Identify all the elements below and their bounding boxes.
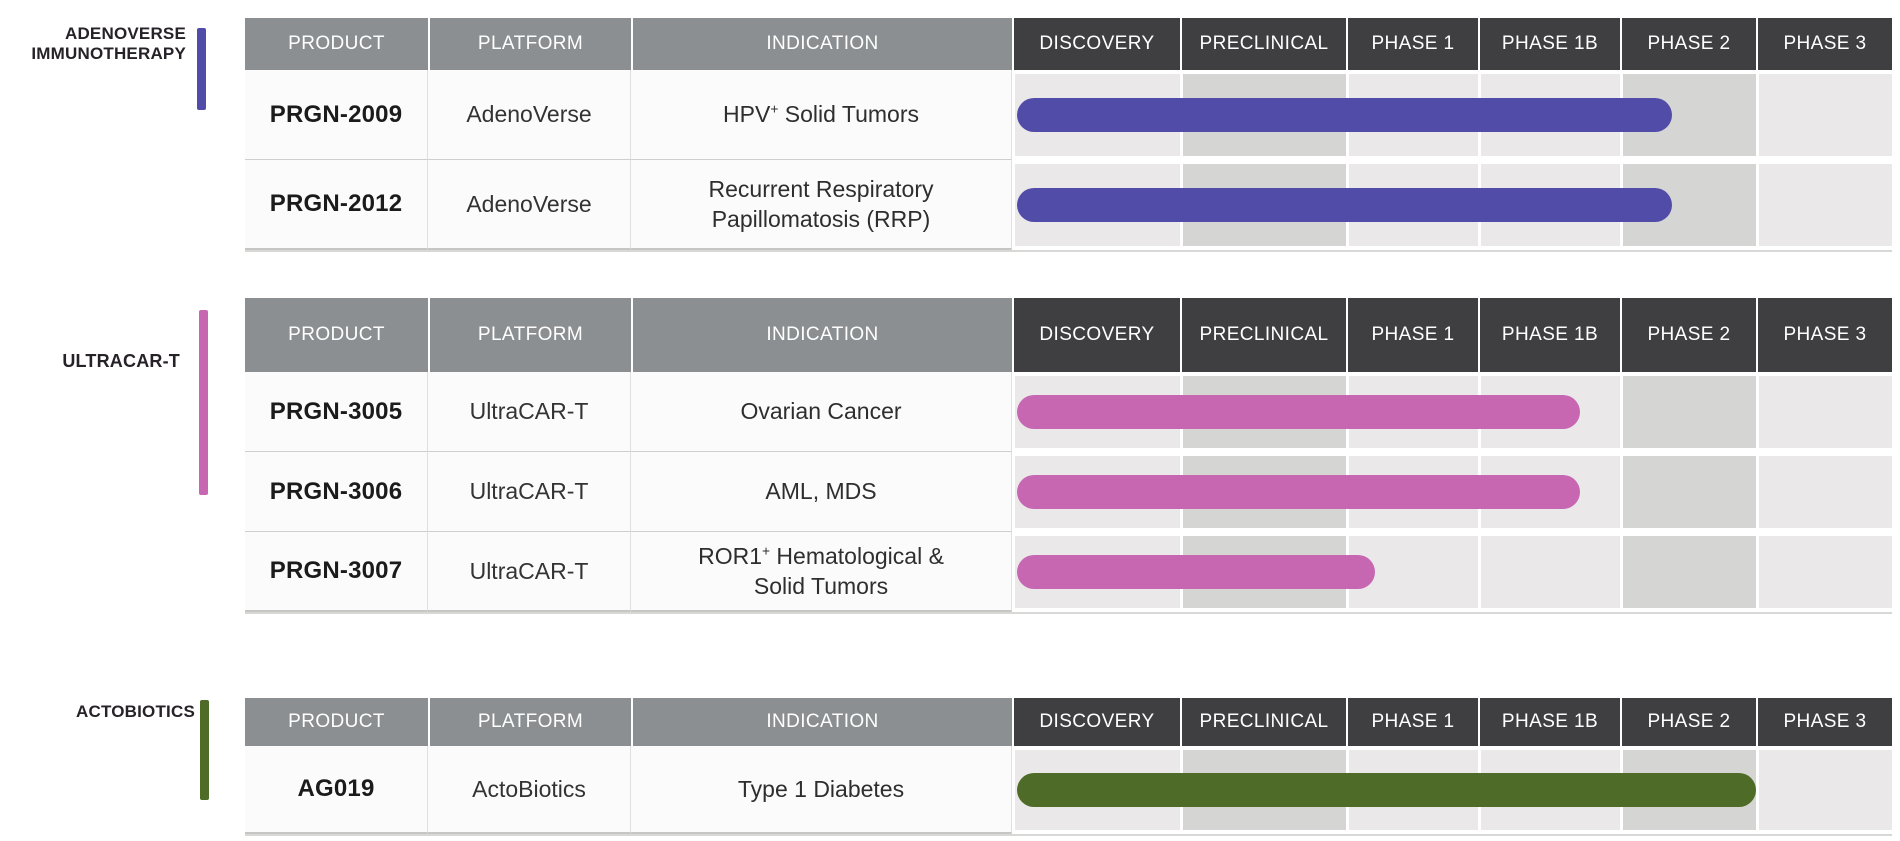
phase-cell-phase1b [1478, 532, 1620, 612]
phase-cell-phase3 [1756, 160, 1892, 250]
table-row-prgn-3005: PRGN-3005 UltraCAR-T Ovarian Cancer [245, 372, 1892, 452]
platform-cell: UltraCAR-T [428, 532, 631, 612]
column-header-discovery: DISCOVERY [1012, 18, 1180, 70]
column-header-phase3: PHASE 3 [1756, 18, 1892, 70]
column-header-platform: PLATFORM [428, 698, 631, 746]
column-header-product: PRODUCT [245, 298, 428, 372]
pipeline-table-adenoverse: PRODUCT PLATFORM INDICATION DISCOVERY PR… [245, 18, 1892, 250]
platform-cell: ActoBiotics [428, 746, 631, 834]
phase-cell-phase2 [1620, 372, 1756, 452]
platform-cell: UltraCAR-T [428, 372, 631, 452]
column-header-phase2: PHASE 2 [1620, 698, 1756, 746]
column-header-discovery: DISCOVERY [1012, 298, 1180, 372]
product-cell: AG019 [245, 746, 428, 834]
column-header-phase2: PHASE 2 [1620, 18, 1756, 70]
progress-bar [1017, 98, 1672, 132]
column-header-platform: PLATFORM [428, 18, 631, 70]
indication-cell: Ovarian Cancer [631, 372, 1012, 452]
pipeline-table-ultracar-t: PRODUCT PLATFORM INDICATION DISCOVERY PR… [245, 298, 1892, 612]
product-cell: PRGN-3005 [245, 372, 428, 452]
column-header-product: PRODUCT [245, 698, 428, 746]
column-header-phase1b: PHASE 1B [1478, 18, 1620, 70]
column-header-preclinical: PRECLINICAL [1180, 698, 1346, 746]
table-row-ag019: AG019 ActoBiotics Type 1 Diabetes [245, 746, 1892, 834]
phase-cell-phase3 [1756, 532, 1892, 612]
platform-cell: AdenoVerse [428, 70, 631, 160]
column-header-phase1: PHASE 1 [1346, 298, 1478, 372]
column-header-phase1b: PHASE 1B [1478, 698, 1620, 746]
phase-cell-phase2 [1620, 532, 1756, 612]
indication-cell: ROR1+ Hematological & Solid Tumors [631, 532, 1012, 612]
column-header-phase3: PHASE 3 [1756, 298, 1892, 372]
progress-bar [1017, 773, 1756, 807]
section-label-actobiotics: ACTOBIOTICS [75, 702, 195, 721]
product-cell: PRGN-2009 [245, 70, 428, 160]
pipeline-table-actobiotics: PRODUCT PLATFORM INDICATION DISCOVERY PR… [245, 698, 1892, 834]
column-header-product: PRODUCT [245, 18, 428, 70]
indication-cell: HPV+ Solid Tumors [631, 70, 1012, 160]
progress-bar [1017, 475, 1581, 509]
phase-cell-phase3 [1756, 452, 1892, 532]
table-row-prgn-3007: PRGN-3007 UltraCAR-T ROR1+ Hematological… [245, 532, 1892, 612]
section-marker-ultracar-t [199, 310, 208, 495]
section-label-adenoverse-immunotherapy: ADENOVERSE IMMUNOTHERAPY [18, 24, 186, 64]
table-header-row: PRODUCT PLATFORM INDICATION DISCOVERY PR… [245, 298, 1892, 372]
phase-cell-phase3 [1756, 70, 1892, 160]
phase-cell-phase1 [1346, 532, 1478, 612]
product-cell: PRGN-3006 [245, 452, 428, 532]
phase-cell-phase3 [1756, 746, 1892, 834]
column-header-phase3: PHASE 3 [1756, 698, 1892, 746]
column-header-indication: INDICATION [631, 698, 1012, 746]
product-cell: PRGN-2012 [245, 160, 428, 250]
progress-bar [1017, 395, 1581, 429]
column-header-phase1b: PHASE 1B [1478, 298, 1620, 372]
table-header-row: PRODUCT PLATFORM INDICATION DISCOVERY PR… [245, 698, 1892, 746]
column-header-phase1: PHASE 1 [1346, 18, 1478, 70]
section-marker-adenoverse [197, 28, 206, 110]
indication-cell: Type 1 Diabetes [631, 746, 1012, 834]
column-header-phase1: PHASE 1 [1346, 698, 1478, 746]
platform-cell: AdenoVerse [428, 160, 631, 250]
section-marker-actobiotics [200, 700, 209, 800]
column-header-preclinical: PRECLINICAL [1180, 298, 1346, 372]
table-row-prgn-2009: PRGN-2009 AdenoVerse HPV+ Solid Tumors [245, 70, 1892, 160]
section-label-line2: IMMUNOTHERAPY [31, 44, 186, 64]
column-header-indication: INDICATION [631, 298, 1012, 372]
column-header-indication: INDICATION [631, 18, 1012, 70]
product-cell: PRGN-3007 [245, 532, 428, 612]
phase-cell-phase2 [1620, 452, 1756, 532]
progress-bar [1017, 555, 1376, 589]
table-row-prgn-3006: PRGN-3006 UltraCAR-T AML, MDS [245, 452, 1892, 532]
indication-cell: Recurrent Respiratory Papillomatosis (RR… [631, 160, 1012, 250]
section-label-line1: ADENOVERSE [64, 24, 186, 43]
column-header-platform: PLATFORM [428, 298, 631, 372]
phase-cell-phase3 [1756, 372, 1892, 452]
platform-cell: UltraCAR-T [428, 452, 631, 532]
progress-bar [1017, 188, 1672, 222]
table-row-prgn-2012: PRGN-2012 AdenoVerse Recurrent Respirato… [245, 160, 1892, 250]
column-header-phase2: PHASE 2 [1620, 298, 1756, 372]
table-header-row: PRODUCT PLATFORM INDICATION DISCOVERY PR… [245, 18, 1892, 70]
indication-cell: AML, MDS [631, 452, 1012, 532]
section-label-ultracar-t: ULTRACAR-T [62, 351, 180, 371]
column-header-preclinical: PRECLINICAL [1180, 18, 1346, 70]
column-header-discovery: DISCOVERY [1012, 698, 1180, 746]
